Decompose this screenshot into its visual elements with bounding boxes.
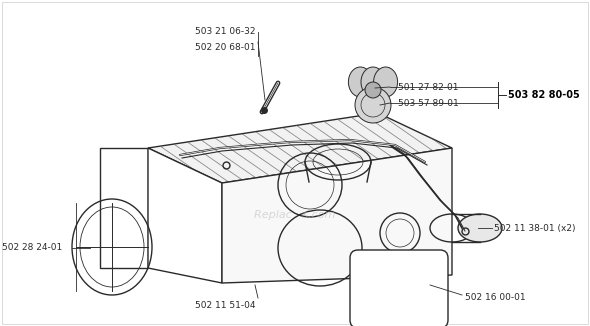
Polygon shape — [100, 148, 148, 268]
Polygon shape — [148, 113, 452, 183]
Ellipse shape — [349, 67, 372, 97]
Polygon shape — [222, 148, 452, 283]
Text: 503 57 89-01: 503 57 89-01 — [398, 98, 459, 108]
Polygon shape — [148, 148, 222, 283]
Ellipse shape — [458, 214, 502, 242]
Ellipse shape — [373, 67, 398, 97]
Text: 502 11 38-01 (x2): 502 11 38-01 (x2) — [494, 224, 575, 232]
Ellipse shape — [361, 67, 385, 97]
Text: 503 82 80-05: 503 82 80-05 — [508, 90, 580, 100]
Text: 503 21 06-32: 503 21 06-32 — [195, 27, 255, 37]
Text: 502 16 00-01: 502 16 00-01 — [465, 293, 526, 303]
Circle shape — [355, 87, 391, 123]
Text: 502 28 24-01: 502 28 24-01 — [2, 244, 63, 253]
Text: Replac   s.com: Replac s.com — [254, 210, 336, 220]
Text: 502 20 68-01: 502 20 68-01 — [195, 43, 255, 52]
Text: 501 27 82-01: 501 27 82-01 — [398, 82, 458, 92]
FancyBboxPatch shape — [350, 250, 448, 326]
Text: 502 11 51-04: 502 11 51-04 — [195, 301, 255, 309]
Circle shape — [365, 82, 381, 98]
